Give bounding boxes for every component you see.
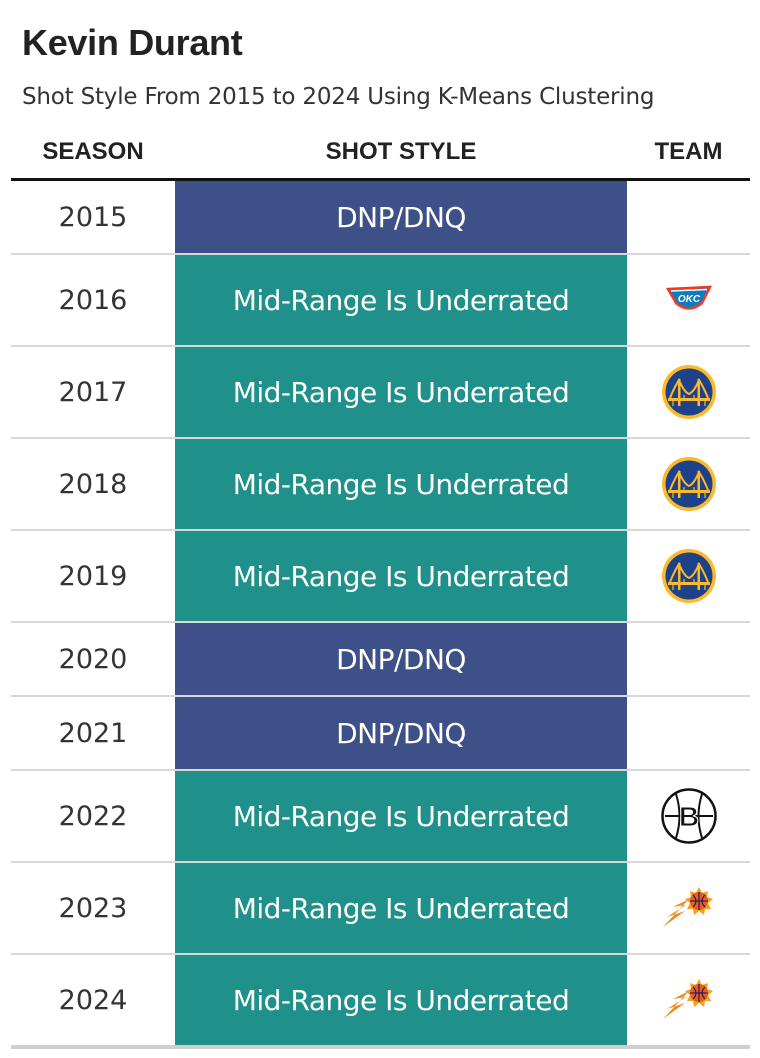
shot-style-cell: DNP/DNQ [175,696,627,771]
column-header-season: SEASON [11,126,175,181]
team-cell [627,954,750,1049]
team-cell [627,622,750,697]
shot-style-cell: DNP/DNQ [175,622,627,697]
shot-style-cell: Mid-Range Is Underrated [175,770,627,863]
table-row: 2022 Mid-Range Is Underrated B [11,770,750,863]
okc-thunder-logo-icon: OKC [627,283,750,317]
team-cell [627,438,750,531]
svg-text:OKC: OKC [677,294,700,305]
team-cell: B [627,770,750,863]
page-subtitle: Shot Style From 2015 to 2024 Using K-Mea… [22,84,655,110]
table-row: 2020 DNP/DNQ [11,622,750,697]
table-row: 2023 Mid-Range Is Underrated [11,862,750,955]
shot-style-cell: DNP/DNQ [175,179,627,255]
shot-style-cell: Mid-Range Is Underrated [175,530,627,623]
season-cell: 2015 [11,179,175,255]
phoenix-suns-logo-icon [627,883,750,933]
team-cell [627,862,750,955]
column-header-shot-style: SHOT STYLE [175,126,627,181]
table-row: 2015 DNP/DNQ [11,179,750,255]
season-cell: 2021 [11,696,175,771]
shot-style-table: SEASON SHOT STYLE TEAM 2015 DNP/DNQ 2016… [11,126,750,1049]
season-cell: 2023 [11,862,175,955]
team-cell [627,346,750,439]
table-row: 2021 DNP/DNQ [11,696,750,771]
season-cell: 2016 [11,254,175,347]
shot-style-cell: Mid-Range Is Underrated [175,254,627,347]
table-row: 2018 Mid-Range Is Underrated [11,438,750,531]
season-cell: 2019 [11,530,175,623]
team-cell: OKC [627,254,750,347]
season-cell: 2018 [11,438,175,531]
season-cell: 2017 [11,346,175,439]
table-header-row: SEASON SHOT STYLE TEAM [11,126,750,181]
table-row: 2024 Mid-Range Is Underrated [11,954,750,1049]
shot-style-cell: Mid-Range Is Underrated [175,954,627,1049]
phoenix-suns-logo-icon [627,975,750,1025]
season-cell: 2020 [11,622,175,697]
shot-style-cell: Mid-Range Is Underrated [175,346,627,439]
team-cell [627,696,750,771]
shot-style-cell: Mid-Range Is Underrated [175,438,627,531]
season-cell: 2022 [11,770,175,863]
svg-text:B: B [678,801,698,832]
season-cell: 2024 [11,954,175,1049]
team-cell [627,530,750,623]
brooklyn-nets-logo-icon: B [627,788,750,844]
golden-state-warriors-logo-icon [627,364,750,420]
golden-state-warriors-logo-icon [627,548,750,604]
column-header-team: TEAM [627,126,750,181]
shot-style-cell: Mid-Range Is Underrated [175,862,627,955]
table-row: 2016 Mid-Range Is Underrated OKC [11,254,750,347]
table-row: 2017 Mid-Range Is Underrated [11,346,750,439]
golden-state-warriors-logo-icon [627,456,750,512]
page-title: Kevin Durant [22,22,243,63]
team-cell [627,179,750,255]
table-row: 2019 Mid-Range Is Underrated [11,530,750,623]
